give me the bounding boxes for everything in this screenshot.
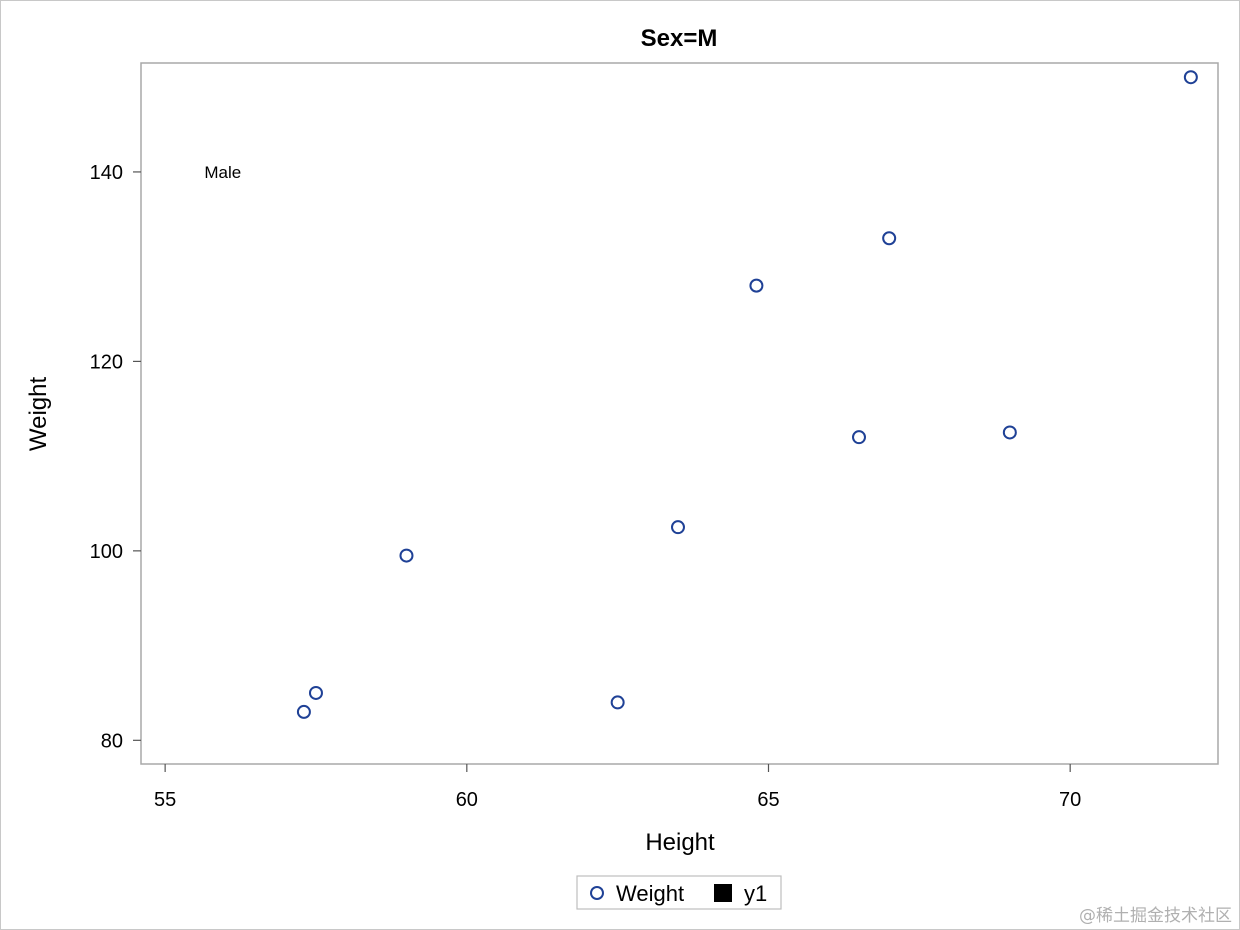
x-tick-label-1: 60 <box>456 789 478 811</box>
data-point-0-3 <box>610 695 625 710</box>
legend-label-y1: y1 <box>744 881 767 906</box>
watermark: @稀土掘金技术社区 <box>1079 906 1232 926</box>
data-point-0-8 <box>1002 425 1017 440</box>
data-point-0-1 <box>308 685 323 700</box>
y-tick-label-2: 120 <box>90 351 123 373</box>
data-point-0-2 <box>399 548 414 563</box>
legend-marker-y1 <box>714 884 732 902</box>
y-axis-title: Weight <box>25 377 52 452</box>
data-point-0-0 <box>296 704 311 719</box>
x-axis-title: Height <box>645 829 715 856</box>
annotation-0: Male <box>204 163 241 182</box>
y-tick-label-0: 80 <box>101 730 123 752</box>
annotations: Male <box>204 163 241 182</box>
data-points <box>296 70 1198 719</box>
x-axis: 55 60 65 70 <box>154 764 1081 811</box>
legend: Weight y1 <box>576 875 782 910</box>
legend-box <box>576 875 782 910</box>
legend-label-weight: Weight <box>616 881 684 906</box>
x-tick-label-2: 65 <box>757 789 779 811</box>
legend-marker-weight <box>590 886 604 900</box>
y-tick-label-3: 140 <box>90 162 123 184</box>
data-point-0-5 <box>749 278 764 293</box>
data-point-0-7 <box>882 231 897 246</box>
chart-title: Sex=M <box>641 25 718 52</box>
data-point-0-9 <box>1183 70 1198 85</box>
data-point-0-4 <box>670 520 685 535</box>
x-tick-label-0: 55 <box>154 789 176 811</box>
plot-area <box>140 62 1219 765</box>
y-axis: 80 100 120 140 <box>90 162 141 752</box>
y-tick-label-1: 100 <box>90 541 123 563</box>
data-point-0-6 <box>852 430 866 445</box>
x-tick-label-3: 70 <box>1059 789 1081 811</box>
